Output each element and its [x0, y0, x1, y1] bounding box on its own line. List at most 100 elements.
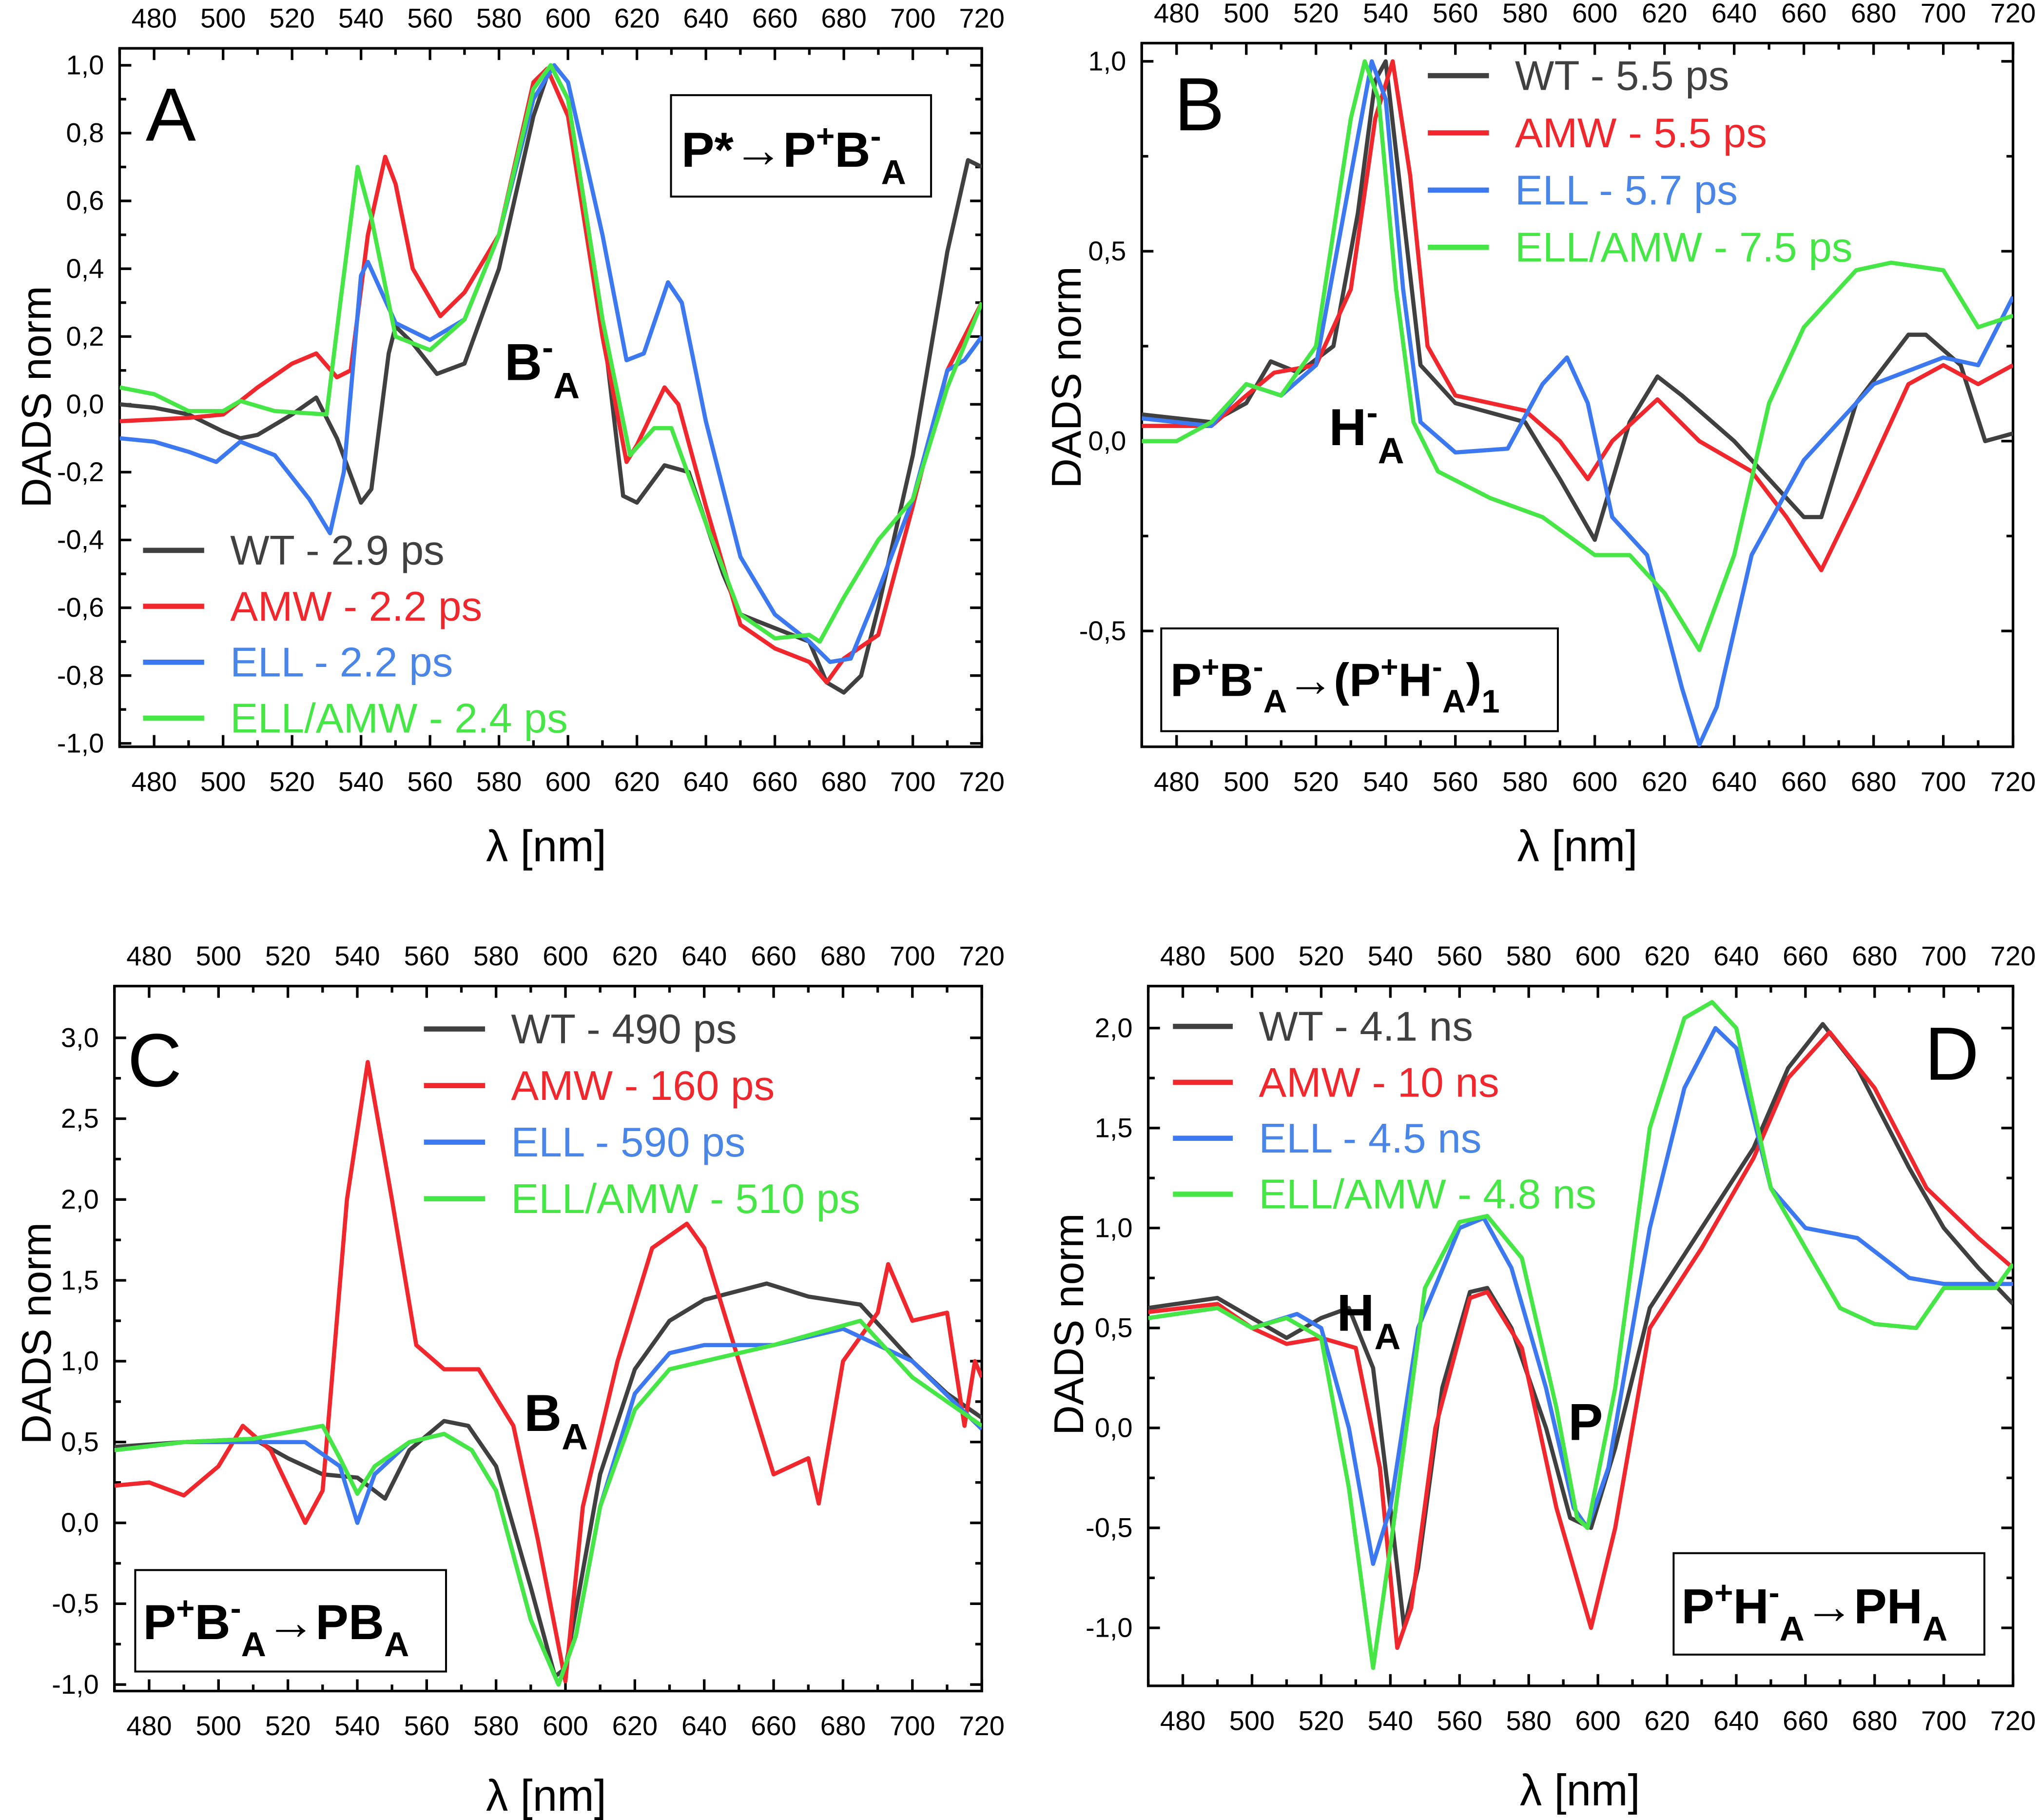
legend-label: ELL - 590 ps: [511, 1119, 745, 1166]
x-tick-label-top: 560: [1433, 0, 1478, 28]
y-tick-label: 0,2: [66, 321, 104, 352]
label-part: B: [505, 333, 542, 391]
y-tick-label: -0,5: [1086, 1512, 1133, 1543]
x-tick-label: 700: [1921, 766, 1966, 797]
x-tick-label-top: 560: [404, 940, 449, 971]
x-tick-label: 560: [1433, 766, 1478, 797]
x-tick-label-top: 480: [126, 940, 172, 971]
legend-label: WT - 4.1 ns: [1259, 1004, 1473, 1050]
y-tick-label: -0,5: [1079, 615, 1126, 646]
y-tick-label: 0,6: [66, 185, 104, 216]
y-tick-label: 0,0: [66, 389, 104, 419]
x-tick-label: 640: [681, 1710, 727, 1741]
x-tick-label: 520: [265, 1710, 311, 1741]
x-tick-label: 680: [820, 1710, 866, 1741]
x-tick-label: 620: [1644, 1705, 1689, 1736]
x-tick-label-top: 600: [1575, 940, 1620, 971]
x-tick-label: 500: [1229, 1705, 1275, 1736]
x-tick-label: 500: [200, 766, 246, 797]
legend-label: ELL - 5.7 ps: [1515, 167, 1738, 214]
peak-label: HA: [1337, 1284, 1400, 1357]
y-tick-label: 2,0: [61, 1184, 99, 1214]
panel-c: 480 480 500 500 520 520 540 540 560 560 580 580 600 6…: [14, 940, 1005, 1820]
series-line-ell-amw: [1148, 1000, 2013, 1670]
y-tick-label: -0,5: [52, 1588, 99, 1619]
x-tick-label: 700: [890, 1710, 935, 1741]
y-tick-label: -0,4: [57, 524, 104, 555]
legend-label: ELL - 4.5 ns: [1259, 1115, 1481, 1162]
panel-letter: C: [127, 1018, 182, 1102]
y-tick-label: 1,0: [1095, 1212, 1133, 1243]
label-part: A: [1780, 1610, 1805, 1648]
plot-frame: [113, 984, 983, 1693]
x-tick-label: 640: [1711, 766, 1757, 797]
series-line-ell-amw: [1142, 59, 2013, 652]
x-tick-label: 620: [614, 766, 660, 797]
x-tick-label-top: 500: [1223, 0, 1269, 28]
y-tick-label: -1,0: [1086, 1612, 1133, 1643]
legend-label: WT - 5.5 ps: [1515, 53, 1729, 99]
x-tick-label: 500: [196, 1710, 241, 1741]
plot-frame: [1146, 984, 2015, 1687]
x-tick-label-top: 640: [1713, 940, 1759, 971]
label-part: A: [1374, 1316, 1400, 1357]
peak-label: P: [1568, 1393, 1603, 1451]
x-tick-label: 700: [1921, 1705, 1966, 1736]
x-tick-label-top: 500: [196, 940, 241, 971]
label-part: H: [1733, 1579, 1768, 1634]
x-tick-label-top: 700: [890, 2, 935, 33]
x-tick-label: 680: [821, 766, 866, 797]
x-tick-label-top: 540: [334, 940, 380, 971]
process-label-box: [670, 94, 932, 198]
y-tick-label: 0,5: [61, 1426, 99, 1457]
y-tick-label: 3,0: [61, 1022, 99, 1053]
x-tick-label: 620: [612, 1710, 658, 1741]
panel-letter: B: [1174, 62, 1224, 146]
x-tick-label: 660: [1781, 766, 1826, 797]
x-tick-label: 580: [1506, 1705, 1551, 1736]
y-tick-label: -0,2: [57, 456, 104, 487]
x-tick-label-top: 580: [1502, 0, 1548, 28]
x-tick-label-top: 540: [1363, 0, 1408, 28]
x-tick-label-top: 720: [1990, 940, 2036, 971]
y-tick-label: 2,5: [61, 1103, 99, 1134]
x-tick-label: 660: [1783, 1705, 1828, 1736]
x-tick-label: 640: [1713, 1705, 1759, 1736]
x-tick-label: 600: [1575, 1705, 1620, 1736]
x-tick-label: 580: [476, 766, 522, 797]
x-tick-label: 560: [404, 1710, 449, 1741]
x-tick-label: 680: [1851, 766, 1896, 797]
label-part: P: [143, 1595, 176, 1650]
label-part: B: [1219, 654, 1253, 706]
x-tick-label-top: 660: [1783, 940, 1828, 971]
x-tick-label-top: 520: [1293, 0, 1339, 28]
series-line-ell: [1148, 1026, 2013, 1566]
label-part: A: [553, 365, 580, 406]
x-tick-label-top: 520: [265, 940, 311, 971]
y-tick-label: -1,0: [57, 727, 104, 758]
label-part: -: [1769, 1574, 1780, 1610]
plot-frame: [118, 47, 983, 748]
x-tick-label-top: 680: [821, 2, 866, 33]
label-part: +: [1714, 1574, 1733, 1610]
x-axis-label: λ [nm]: [486, 1771, 606, 1820]
label-part: -: [871, 117, 881, 154]
x-tick-label: 480: [126, 1710, 172, 1741]
plot-frame: [1140, 41, 2015, 748]
process-label: P*→P+B-A: [681, 117, 906, 192]
x-tick-label-top: 540: [1368, 940, 1413, 971]
x-tick-label-top: 640: [683, 2, 728, 33]
x-tick-label: 520: [1299, 1705, 1344, 1736]
y-axis-label: DADS norm: [14, 286, 60, 508]
panel-b: 480 480 500 500 520 520 540 540 560 560 580 580 600 6…: [1044, 0, 2036, 871]
legend-label: ELL/AMW - 7.5 ps: [1515, 225, 1853, 271]
label-part: P: [1681, 1579, 1714, 1634]
y-tick-label: 1,5: [61, 1265, 99, 1295]
label-part: P: [783, 122, 816, 177]
x-tick-label: 660: [751, 1710, 796, 1741]
legend-label: ELL/AMW - 2.4 ps: [230, 695, 568, 742]
x-tick-label-top: 720: [959, 2, 1004, 33]
legend-label: AMW - 2.2 ps: [230, 584, 482, 630]
label-part: →: [1287, 654, 1334, 706]
x-tick-label: 500: [1223, 766, 1269, 797]
